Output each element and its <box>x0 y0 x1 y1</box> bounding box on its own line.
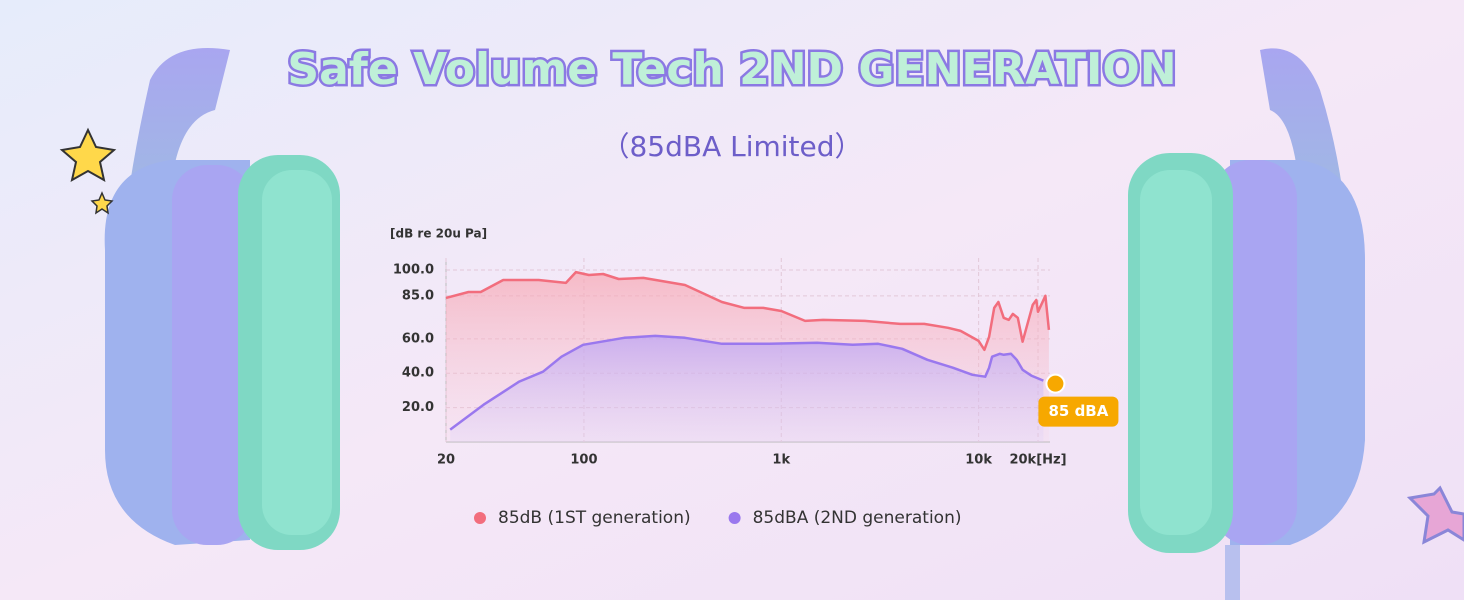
x-tick-label: 20 <box>437 453 455 468</box>
x-tick-label: 100 <box>570 453 597 468</box>
legend-label: 85dB (1ST generation) <box>498 508 691 528</box>
y-tick-label: 60.0 <box>402 331 434 346</box>
chart-title: Safe Volume Tech 2ND GENERATION <box>287 44 1176 95</box>
annotation-dot <box>1045 373 1066 394</box>
legend-swatch <box>474 512 486 524</box>
y-tick-label: 40.0 <box>402 366 434 381</box>
series-area <box>450 335 1044 442</box>
left-headphone <box>59 48 340 550</box>
series-line <box>449 334 1044 431</box>
annotation-badge <box>1038 396 1119 427</box>
y-tick-label: 20.0 <box>402 400 434 415</box>
x-tick-label: 10k <box>965 453 992 468</box>
legend-swatch <box>728 512 741 524</box>
x-tick-label: 1k <box>772 453 790 468</box>
y-tick-label: 100.0 <box>393 263 434 278</box>
x-tick-label: 20k[Hz] <box>1009 453 1066 468</box>
y-axis-label: [dB re 20u Pa] <box>390 227 487 241</box>
legend-label: 85dBA (2ND generation) <box>753 508 962 528</box>
annotation-label: 85 dBA <box>1048 402 1108 420</box>
y-tick-label: 85.0 <box>402 288 434 303</box>
right-headphone <box>1128 48 1464 600</box>
series-line <box>445 270 1051 352</box>
chart-subtitle: （85dBA Limited） <box>601 130 862 163</box>
